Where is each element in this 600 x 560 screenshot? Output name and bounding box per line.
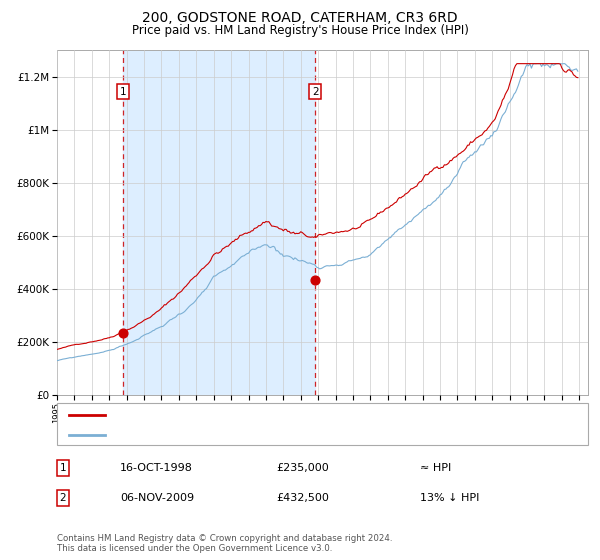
Text: Contains HM Land Registry data © Crown copyright and database right 2024.
This d: Contains HM Land Registry data © Crown c… xyxy=(57,534,392,553)
Text: £235,000: £235,000 xyxy=(276,463,329,473)
Bar xyxy=(123,50,316,395)
Text: ≈ HPI: ≈ HPI xyxy=(420,463,451,473)
Text: Price paid vs. HM Land Registry's House Price Index (HPI): Price paid vs. HM Land Registry's House … xyxy=(131,24,469,36)
Text: 2: 2 xyxy=(59,493,67,503)
Text: 200, GODSTONE ROAD, CATERHAM, CR3 6RD (detached house): 200, GODSTONE ROAD, CATERHAM, CR3 6RD (d… xyxy=(111,410,442,420)
Text: 2: 2 xyxy=(312,87,319,97)
Text: 1: 1 xyxy=(59,463,67,473)
Text: 200, GODSTONE ROAD, CATERHAM, CR3 6RD: 200, GODSTONE ROAD, CATERHAM, CR3 6RD xyxy=(142,11,458,25)
Text: £432,500: £432,500 xyxy=(276,493,329,503)
Text: HPI: Average price, detached house, Tandridge: HPI: Average price, detached house, Tand… xyxy=(111,430,355,440)
Text: 1: 1 xyxy=(119,87,126,97)
Text: 06-NOV-2009: 06-NOV-2009 xyxy=(120,493,194,503)
Text: 16-OCT-1998: 16-OCT-1998 xyxy=(120,463,193,473)
Text: 13% ↓ HPI: 13% ↓ HPI xyxy=(420,493,479,503)
Point xyxy=(311,276,320,284)
Point xyxy=(118,328,128,337)
